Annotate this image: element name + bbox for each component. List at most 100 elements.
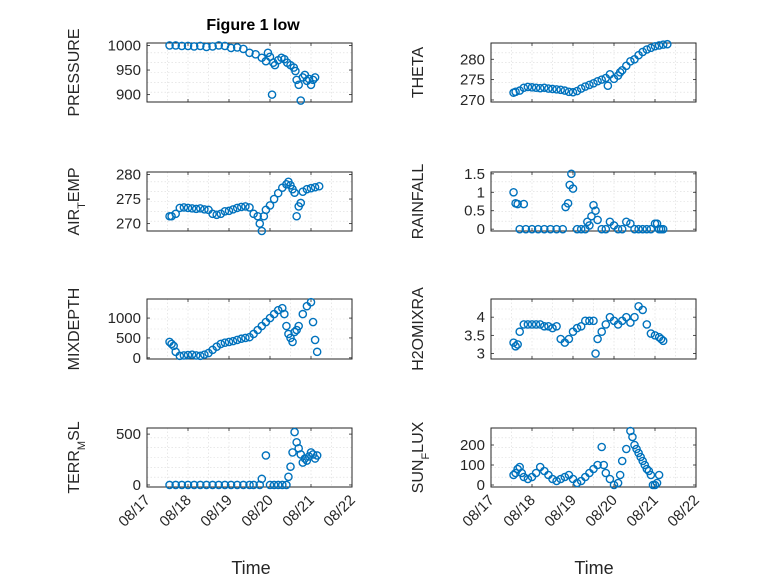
x-tick-label: 08/22: [320, 492, 359, 531]
data-point-rainfall: [540, 224, 549, 234]
data-point-pressure: [226, 43, 236, 53]
data-point-rainfall: [613, 224, 623, 234]
data-point-theta: [564, 87, 574, 97]
data-point-h2omixra: [511, 341, 520, 351]
data-point-air_temp: [195, 204, 205, 213]
data-point-h2omixra: [535, 320, 545, 329]
data-point-h2omixra: [626, 318, 635, 327]
data-point-rainfall: [638, 224, 648, 234]
data-point-h2omixra: [531, 320, 541, 329]
data-point-mixdepth: [220, 338, 230, 348]
data-point-pressure: [195, 41, 205, 51]
data-point-sun_flux: [572, 478, 582, 488]
x-tick-label: 08/18: [156, 492, 195, 531]
data-point-terr_msl: [165, 480, 174, 490]
data-point-air_temp: [302, 184, 312, 194]
data-point-terr_msl: [300, 454, 310, 463]
axes-box-terr_msl: [146, 427, 353, 488]
axes-box-mixdepth: [146, 298, 353, 360]
x-tick-label: 08/21: [623, 492, 662, 531]
data-point-sun_flux: [622, 444, 631, 454]
subplot-air_temp: 270 275 280 AIRTEMP: [66, 166, 353, 236]
data-point-sun_flux: [652, 478, 662, 488]
data-point-rainfall: [509, 187, 518, 197]
data-point-air_temp: [261, 205, 271, 215]
data-point-mixdepth: [310, 335, 320, 345]
data-point-mixdepth: [232, 335, 242, 345]
y-tick-label: 0: [477, 477, 485, 494]
data-point-theta: [646, 43, 656, 53]
data-point-terr_msl: [232, 480, 242, 490]
data-point-theta: [581, 82, 590, 91]
data-point-rainfall: [617, 224, 627, 234]
data-point-mixdepth: [228, 336, 238, 346]
x-tick-label: 08/20: [582, 492, 621, 531]
data-point-h2omixra: [552, 321, 561, 331]
data-point-terr_msl: [308, 450, 318, 459]
data-point-theta: [568, 87, 578, 97]
data-point-theta: [589, 78, 598, 88]
subplot-rainfall: 00.5 11.5 RAINFALL: [410, 164, 697, 240]
y-tick-label: 270: [116, 216, 141, 233]
data-point-terr_msl: [249, 480, 258, 490]
data-point-h2omixra: [593, 334, 602, 344]
data-point-mixdepth: [306, 297, 316, 307]
y-tick-label: 275: [116, 191, 141, 208]
data-point-terr_msl: [214, 480, 224, 490]
data-point-air_temp: [208, 209, 217, 219]
y-tick-label: 3.5: [464, 327, 485, 344]
data-point-theta: [540, 83, 549, 93]
y-tick-label: 3: [477, 346, 485, 363]
data-point-pressure: [232, 43, 242, 52]
data-point-mixdepth: [288, 337, 297, 347]
data-point-h2omixra: [515, 327, 525, 337]
y-axis-label-h2omixra: H2OMIXRA: [410, 287, 427, 371]
data-point-theta: [556, 85, 566, 95]
y-axis-label-pressure: PRESSURE: [66, 28, 83, 116]
data-point-rainfall: [593, 215, 602, 225]
data-point-sun_flux: [597, 442, 607, 452]
data-point-rainfall: [587, 211, 596, 221]
data-point-air_temp: [220, 207, 230, 216]
data-point-sun_flux: [642, 464, 652, 474]
axes-box-h2omixra: [490, 298, 697, 360]
data-point-h2omixra: [650, 331, 660, 340]
data-point-air_temp: [245, 203, 254, 212]
data-point-rainfall: [601, 224, 611, 234]
data-point-mixdepth: [282, 321, 291, 331]
y-tick-label: 900: [116, 87, 141, 104]
data-point-rainfall: [642, 224, 652, 234]
data-point-air_temp: [314, 181, 324, 191]
data-point-sun_flux: [609, 480, 619, 490]
data-point-mixdepth: [216, 339, 226, 349]
data-point-air_temp: [236, 202, 246, 212]
data-point-mixdepth: [200, 350, 209, 359]
data-point-mixdepth: [298, 309, 308, 319]
data-point-air_temp: [296, 198, 306, 208]
data-point-pressure: [171, 41, 180, 50]
data-point-pressure: [296, 96, 306, 105]
y-axis-label-rainfall: RAINFALL: [410, 164, 427, 240]
data-point-theta: [658, 40, 668, 49]
data-point-theta: [642, 45, 652, 54]
data-point-pressure: [306, 80, 316, 90]
data-point-terr_msl: [277, 480, 287, 490]
data-point-mixdepth: [308, 317, 318, 327]
data-point-h2omixra: [642, 320, 652, 329]
y-tick-label: 0.5: [464, 203, 485, 220]
data-point-pressure: [308, 75, 318, 85]
subplot-mixdepth: 0 500 1000 MIXDEPTH: [66, 288, 353, 370]
y-tick-label: 950: [116, 62, 141, 79]
data-point-air_temp: [200, 205, 209, 214]
data-point-mixdepth: [312, 347, 322, 357]
data-point-sun_flux: [646, 470, 656, 480]
data-point-h2omixra: [527, 320, 537, 329]
data-point-air_temp: [265, 201, 275, 210]
data-point-pressure: [183, 41, 193, 51]
data-point-theta: [576, 84, 586, 93]
data-point-sun_flux: [615, 470, 625, 480]
data-point-h2omixra: [630, 312, 639, 322]
y-tick-label: 0: [133, 350, 141, 367]
data-point-air_temp: [310, 182, 320, 192]
data-point-rainfall: [546, 224, 555, 234]
